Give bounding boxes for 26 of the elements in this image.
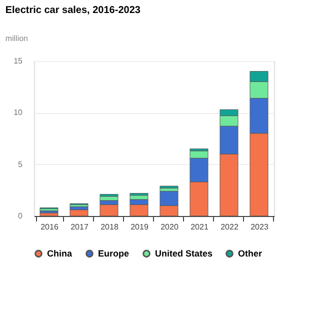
bar: [160, 186, 178, 188]
legend-label: Europe: [98, 248, 130, 259]
bar: [100, 194, 118, 197]
x-tick-label: 2017: [70, 222, 89, 232]
y-tick-label: 5: [18, 160, 24, 169]
legend-label: United States: [155, 248, 213, 259]
x-tick-label: 2019: [130, 222, 149, 232]
bar: [40, 212, 58, 216]
x-tick-label: 2018: [100, 222, 119, 232]
legend-label: China: [47, 248, 73, 259]
y-tick-label: 0: [18, 212, 24, 220]
bar: [100, 204, 118, 216]
y-tick-label: 15: [14, 56, 24, 66]
chart-title: Electric car sales, 2016-2023: [5, 5, 141, 16]
x-tick-label: 2020: [160, 222, 179, 232]
bar: [130, 204, 148, 216]
x-tick-label: 2023: [250, 222, 269, 232]
bar: [70, 210, 88, 216]
legend-label: Other: [238, 248, 262, 259]
y-axis-title: million: [5, 34, 28, 43]
x-tick-label: 2021: [190, 222, 209, 232]
x-tick-label: 2022: [220, 222, 239, 232]
bar: [100, 196, 118, 201]
y-tick-label: 10: [14, 108, 24, 118]
x-tick-label: 2016: [40, 222, 59, 232]
bar: [130, 193, 148, 196]
